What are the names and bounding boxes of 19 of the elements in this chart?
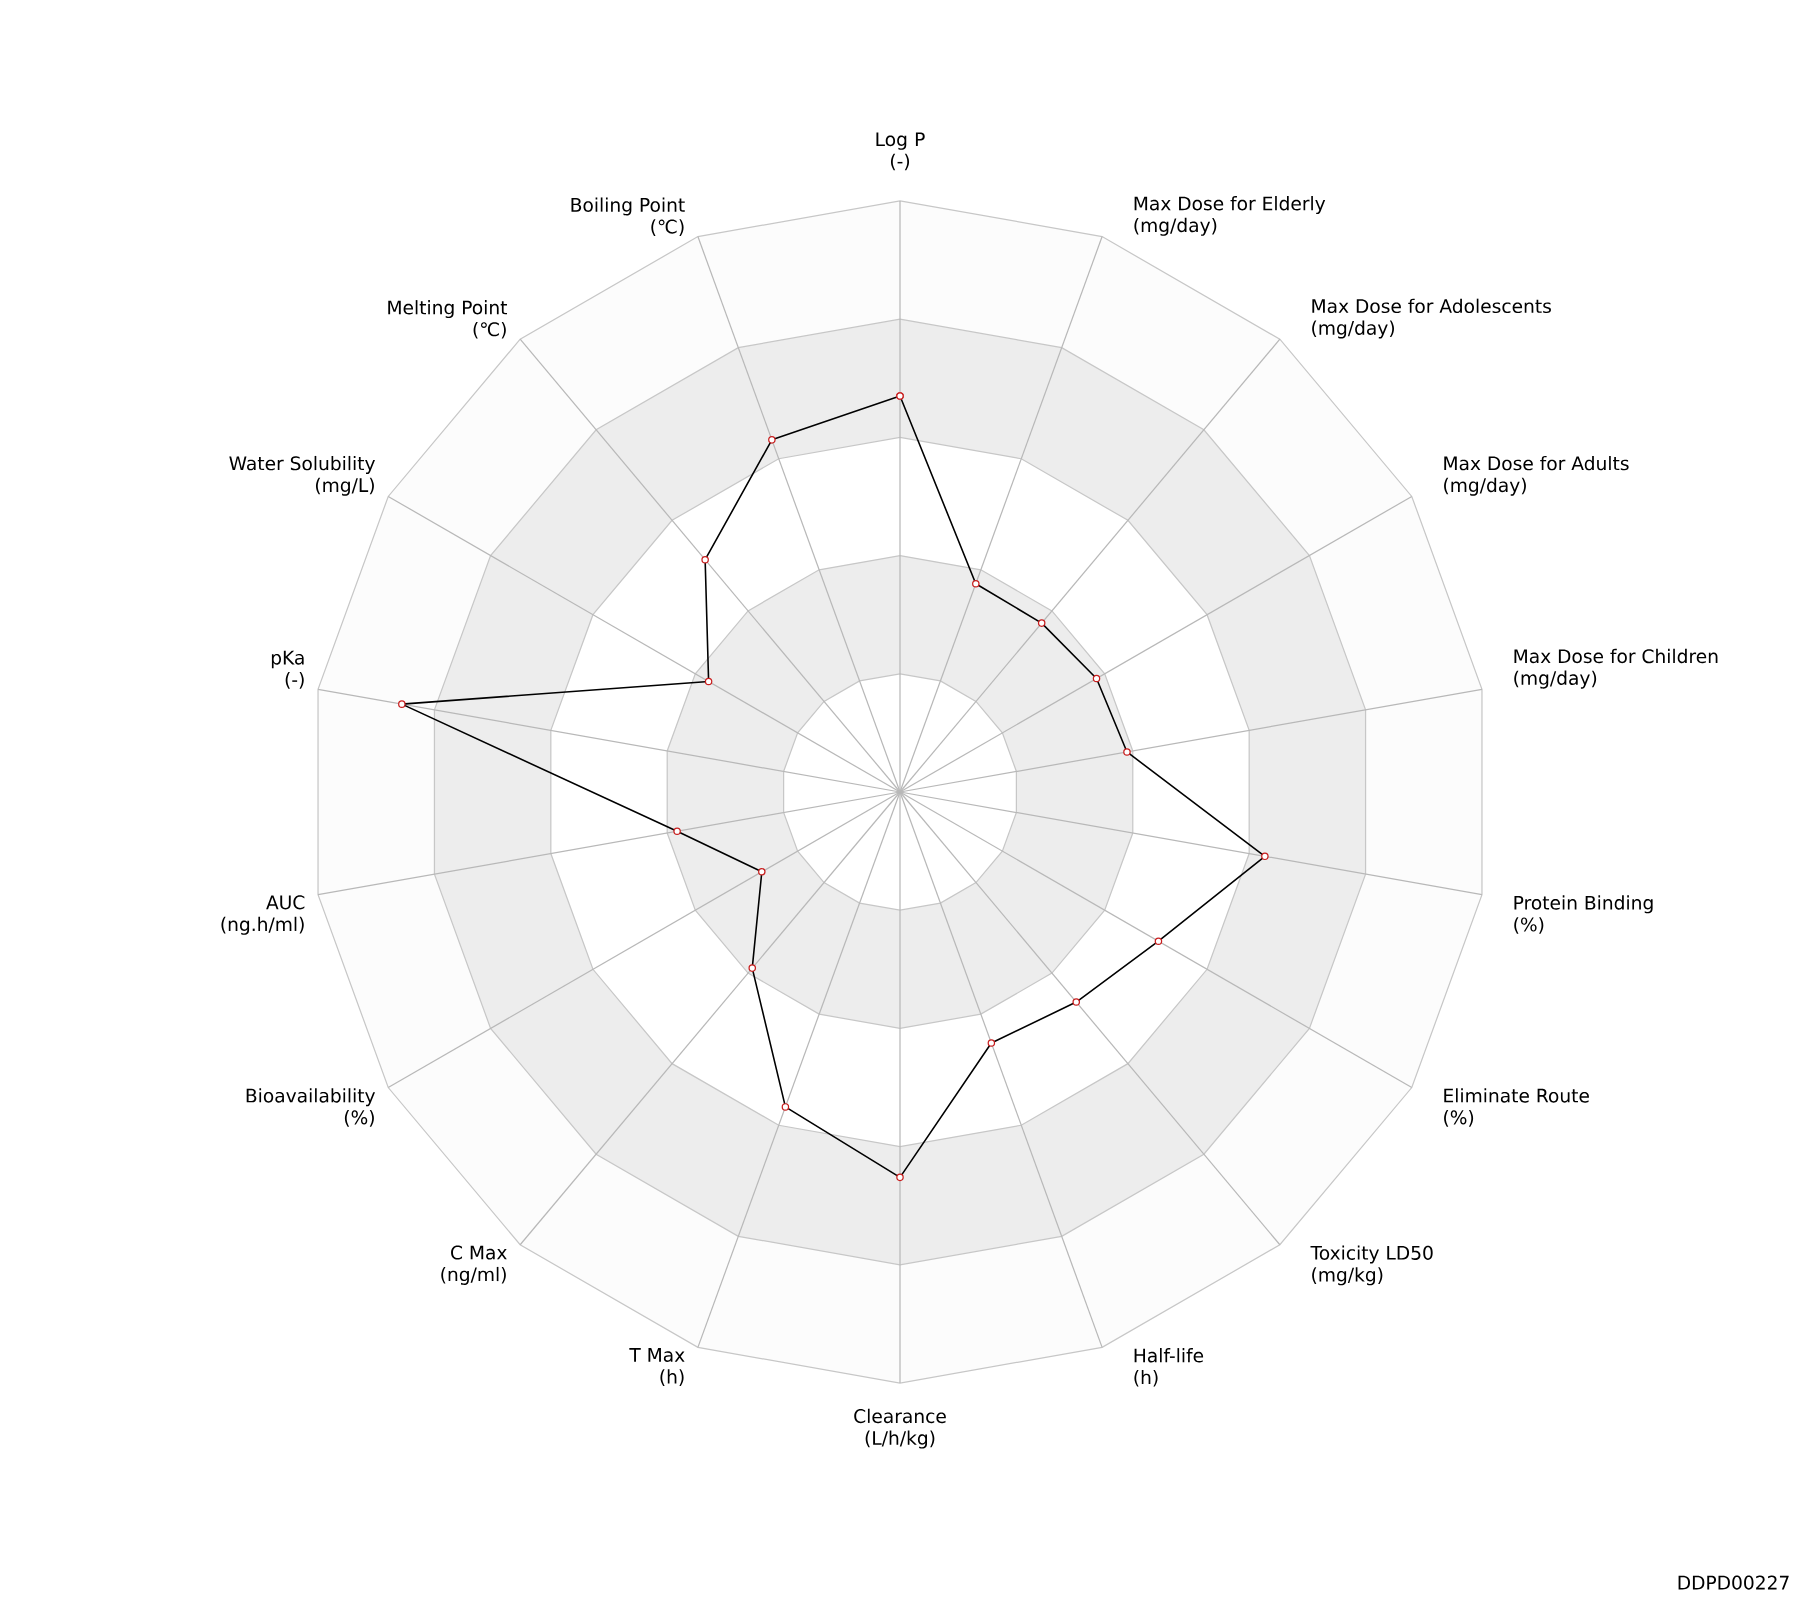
spoke-label: Boiling Point (℃) — [571, 197, 685, 236]
spoke-label: Water Solubility (mg/L) — [229, 455, 375, 496]
spoke-label: Bioavailability (%) — [246, 1088, 376, 1127]
spoke-label: Protein Binding (%) — [1514, 895, 1653, 934]
spoke-label: Clearance (L/h/kg) — [854, 1408, 946, 1449]
spoke-label: Melting Point (℃) — [388, 300, 508, 339]
spoke-label: Max Dose for Children (mg/day) — [1514, 648, 1718, 689]
spoke-label: Max Dose for Elderly (mg/day) — [1134, 196, 1326, 236]
spoke-label: Max Dose for Adults (mg/day) — [1444, 455, 1629, 496]
spoke-label: Eliminate Route (%) — [1444, 1088, 1589, 1127]
spoke-label: Max Dose for Adolescents (mg/day) — [1312, 298, 1551, 339]
spoke-label: Log P (-) — [876, 132, 925, 171]
spoke-label: T Max (h) — [629, 1348, 685, 1386]
spoke-label: pKa (-) — [271, 650, 304, 689]
text: DDPD00227 — [1678, 1575, 1789, 1590]
spoke-label: C Max (ng/ml) — [441, 1245, 507, 1285]
spoke-label: AUC (ng.h/ml) — [221, 895, 305, 935]
spoke-label: Toxicity LD50 (mg/kg) — [1310, 1245, 1433, 1286]
spoke-label: Half-life (h) — [1134, 1348, 1204, 1387]
